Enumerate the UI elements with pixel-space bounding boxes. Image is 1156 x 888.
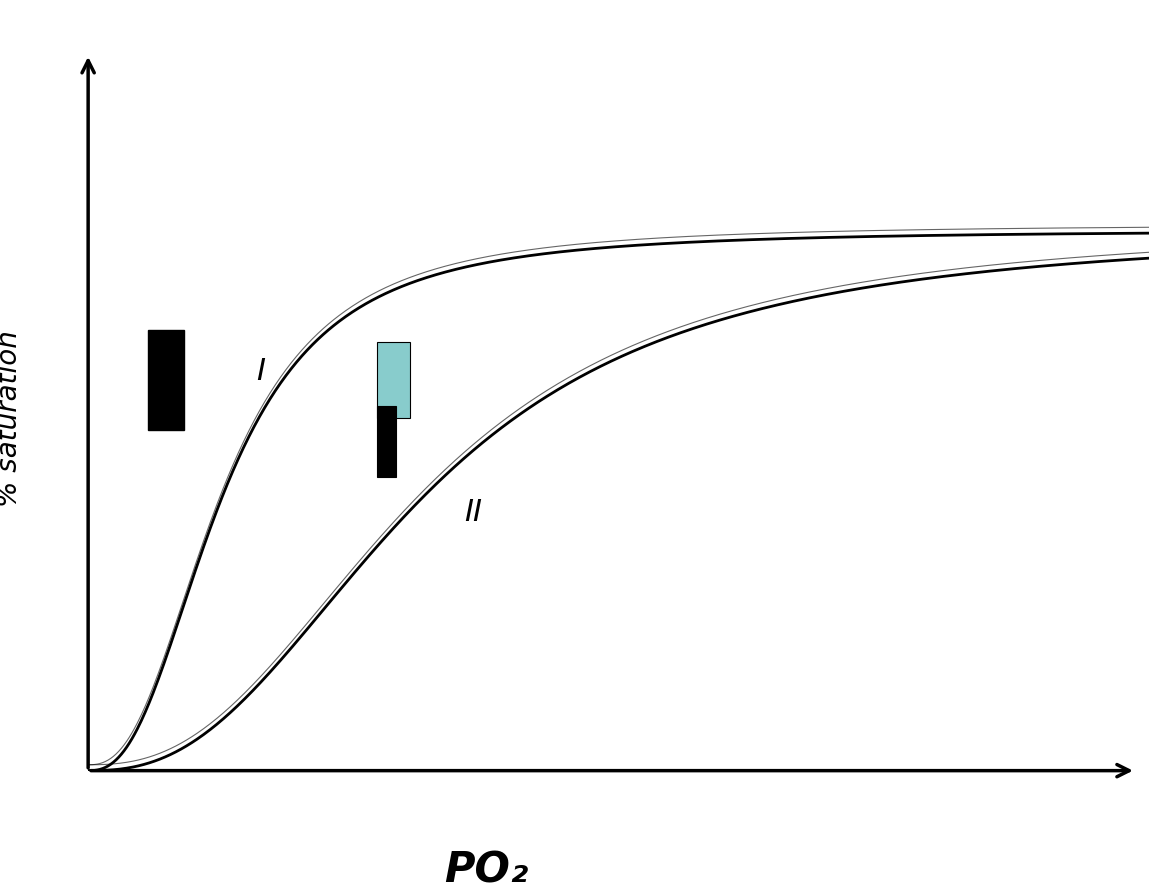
- Text: % saturation: % saturation: [0, 329, 23, 506]
- Bar: [377, 342, 409, 418]
- Text: II: II: [464, 497, 482, 527]
- Text: I: I: [255, 357, 265, 385]
- Text: PO₂: PO₂: [444, 850, 528, 888]
- Bar: [148, 330, 184, 430]
- Bar: [377, 407, 397, 477]
